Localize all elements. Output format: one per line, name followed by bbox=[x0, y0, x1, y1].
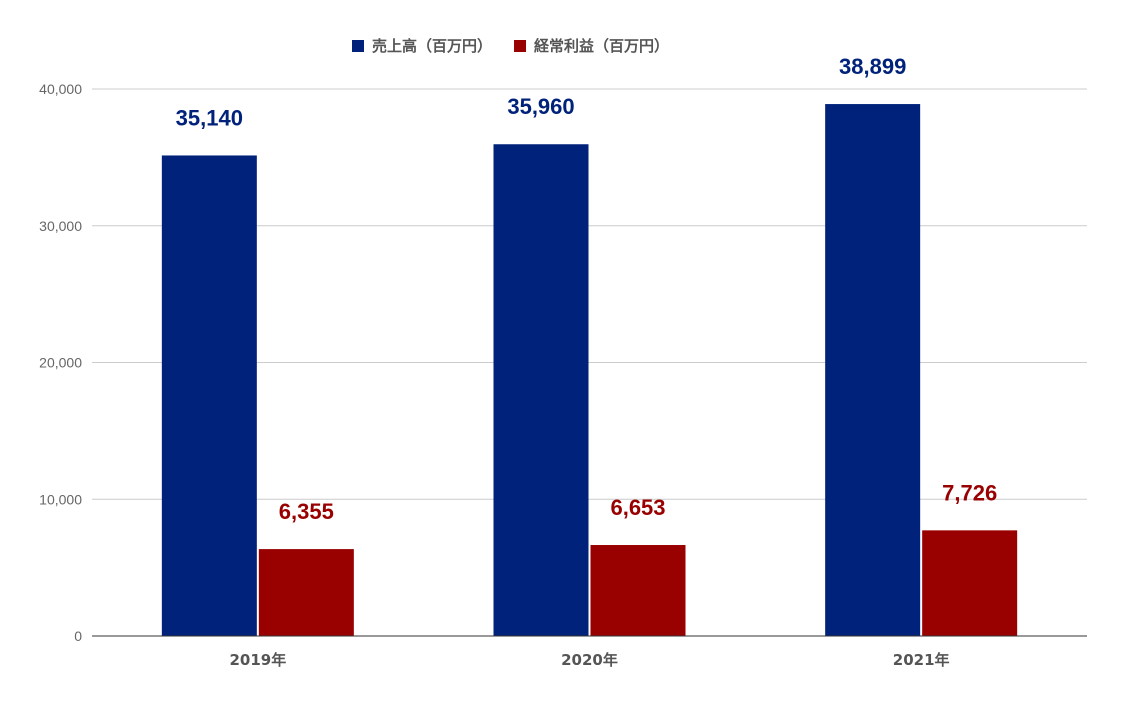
x-tick-label: 2020年 bbox=[561, 651, 618, 669]
y-tick-label: 0 bbox=[74, 628, 82, 644]
data-label: 7,726 bbox=[942, 480, 997, 505]
legend-swatch bbox=[514, 40, 527, 52]
data-labels: 35,140 6,355 35,960 6,653 38,899 7,726 bbox=[176, 54, 998, 524]
bar bbox=[493, 144, 589, 636]
data-label: 6,653 bbox=[610, 495, 665, 520]
legend: 売上高（百万円） 経常利益（百万円） bbox=[352, 37, 669, 55]
bar bbox=[825, 104, 921, 637]
bar bbox=[258, 549, 354, 636]
legend-swatch bbox=[352, 40, 364, 52]
bar bbox=[922, 530, 1018, 636]
y-tick-label: 30,000 bbox=[39, 218, 82, 234]
data-label: 38,899 bbox=[839, 54, 906, 79]
y-tick-label: 20,000 bbox=[39, 355, 82, 371]
x-tick-label: 2021年 bbox=[893, 651, 950, 669]
y-tick-label: 40,000 bbox=[39, 81, 82, 97]
data-label: 35,960 bbox=[507, 94, 574, 119]
y-tick-label: 10,000 bbox=[39, 491, 82, 507]
data-label: 35,140 bbox=[176, 105, 243, 130]
axes: 0 10,000 20,000 30,000 40,000 2019年 2020年 2021年 bbox=[39, 81, 1087, 669]
legend-label: 経常利益（百万円） bbox=[534, 37, 669, 55]
gridlines bbox=[92, 88, 1087, 500]
bar bbox=[161, 155, 257, 636]
bars bbox=[161, 104, 1018, 637]
legend-label: 売上高（百万円） bbox=[372, 37, 492, 55]
data-label: 6,355 bbox=[279, 499, 334, 524]
x-tick-label: 2019年 bbox=[229, 651, 286, 669]
bar bbox=[590, 545, 686, 636]
